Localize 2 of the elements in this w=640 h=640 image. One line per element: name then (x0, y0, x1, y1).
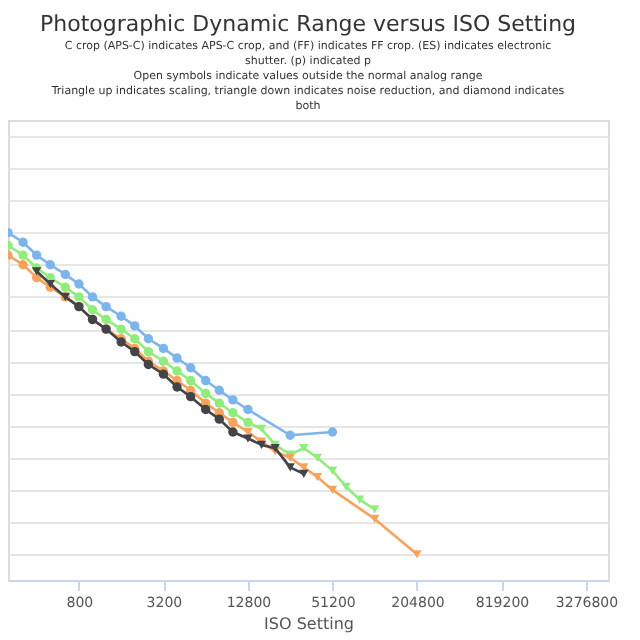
chart-title: Photographic Dynamic Range versus ISO Setting (39, 11, 577, 37)
x-axis-title: ISO Setting (264, 615, 354, 633)
